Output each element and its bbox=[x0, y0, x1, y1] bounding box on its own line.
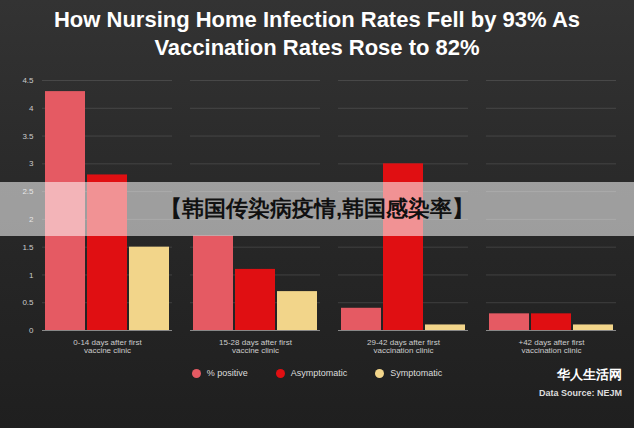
html-text:Symptomatic: Symptomatic bbox=[390, 368, 443, 378]
svg-text:29-42 days after firstvaccinat: 29-42 days after firstvaccination clinic bbox=[367, 338, 441, 355]
svg-text:0-14 days after firstvaccine c: 0-14 days after firstvaccine clinic bbox=[73, 338, 142, 355]
html-text:Data Source: NEJM: Data Source: NEJM bbox=[539, 388, 622, 398]
html-text:【韩国传染病疫情,韩国感染率】: 【韩国传染病疫情,韩国感染率】 bbox=[159, 196, 475, 221]
html-text:How Nursing Home Infection Rat: How Nursing Home Infection Rates Fell by… bbox=[54, 7, 580, 60]
html-text:% positive: % positive bbox=[206, 368, 248, 378]
svg-text:3: 3 bbox=[29, 159, 34, 168]
svg-text:+42 days after firstvaccinatio: +42 days after firstvaccination clinic bbox=[518, 338, 585, 355]
html-text:Asymptomatic: Asymptomatic bbox=[290, 368, 348, 378]
svg-text:1.5: 1.5 bbox=[22, 243, 34, 252]
svg-text:3.5: 3.5 bbox=[22, 132, 34, 141]
svg-text:0.5: 0.5 bbox=[22, 298, 34, 307]
svg-text:15-28 days after firstvaccine: 15-28 days after firstvaccine clinic bbox=[219, 338, 293, 355]
svg-text:4: 4 bbox=[29, 104, 34, 113]
html-text:华人生活网: 华人生活网 bbox=[557, 367, 622, 382]
svg-text:1: 1 bbox=[29, 271, 34, 280]
svg-text:0: 0 bbox=[29, 326, 34, 335]
svg-text:4.5: 4.5 bbox=[22, 76, 34, 85]
